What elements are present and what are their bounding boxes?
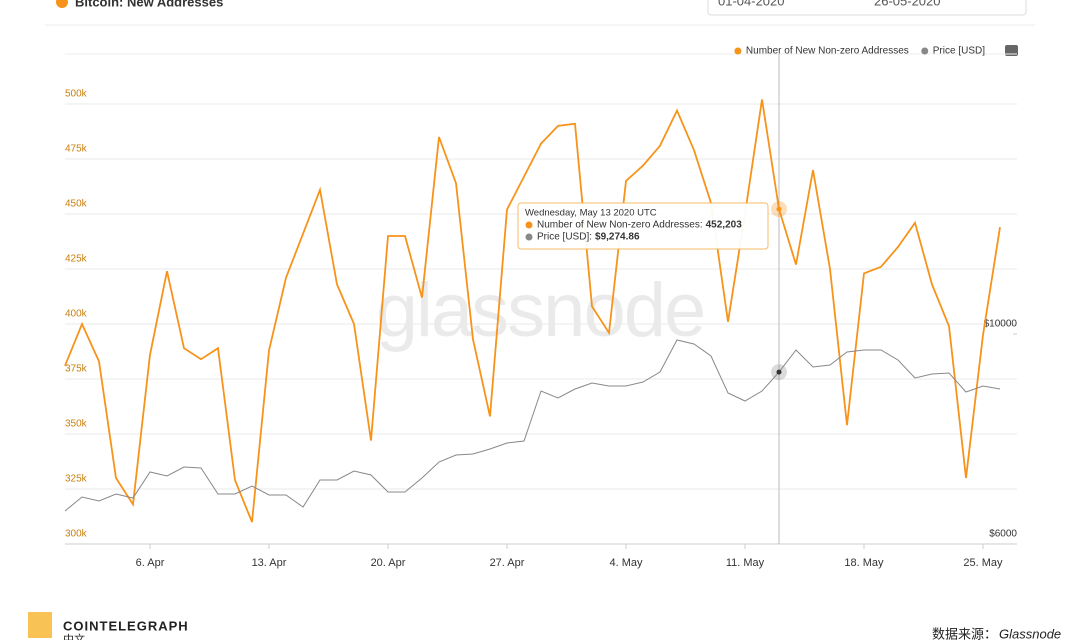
date-to[interactable]: 26-05-2020 <box>874 0 941 8</box>
y-tick-label: 425k <box>65 254 88 265</box>
date-from[interactable]: 01-04-2020 <box>718 0 785 8</box>
brand: COINTELEGRAPH <box>63 618 189 633</box>
tooltip-label: Price [USD]: <box>537 232 592 243</box>
legend-label: Number of New Non-zero Addresses <box>746 46 909 57</box>
title-icon <box>56 0 68 8</box>
tooltip-swatch <box>525 233 533 241</box>
x-tick-label: 13. Apr <box>252 557 287 569</box>
y-tick-label: 450k <box>65 199 88 210</box>
legend-swatch <box>734 47 742 55</box>
y-tick-label: 325k <box>65 474 88 485</box>
tooltip-title: Wednesday, May 13 2020 UTC <box>525 208 657 219</box>
brand-sub: 中文 <box>63 632 85 640</box>
x-tick-label: 6. Apr <box>136 557 165 569</box>
camera-icon[interactable] <box>1005 45 1018 56</box>
source: Glassnode <box>999 626 1061 640</box>
y2-tick-label: $6000 <box>989 529 1017 540</box>
legend-swatch <box>921 47 929 55</box>
tooltip-label: Number of New Non-zero Addresses: <box>537 220 703 231</box>
x-tick-label: 18. May <box>844 557 884 569</box>
source-label: 数据来源： <box>932 626 997 640</box>
legend-label: Price [USD] <box>933 46 985 57</box>
series-line <box>64 339 1001 512</box>
watermark: glassnode <box>376 268 705 353</box>
tooltip-value: 452,203 <box>706 220 743 231</box>
y-tick-label: 475k <box>65 144 88 155</box>
x-tick-label: 27. Apr <box>490 557 525 569</box>
y-tick-label: 300k <box>65 529 88 540</box>
y-tick-label: 375k <box>65 364 88 375</box>
y-tick-label: 500k <box>65 89 88 100</box>
y-tick-label: 400k <box>65 309 88 320</box>
hover-point <box>776 206 782 212</box>
chart-title: Bitcoin: New Addresses <box>75 0 223 9</box>
x-tick-label: 20. Apr <box>371 557 406 569</box>
x-tick-label: 25. May <box>963 557 1003 569</box>
x-tick-label: 4. May <box>609 557 643 569</box>
date-range[interactable] <box>707 0 1027 16</box>
tooltip-box <box>517 202 769 250</box>
brand-logo <box>28 612 52 638</box>
hover-point <box>776 369 782 375</box>
x-tick-label: 11. May <box>726 557 765 569</box>
tooltip-value: $9,274.86 <box>595 232 640 243</box>
series-line <box>64 99 1001 523</box>
y-tick-label: 350k <box>65 419 88 430</box>
y2-tick-label: $10000 <box>984 319 1018 330</box>
tooltip-swatch <box>525 221 533 229</box>
